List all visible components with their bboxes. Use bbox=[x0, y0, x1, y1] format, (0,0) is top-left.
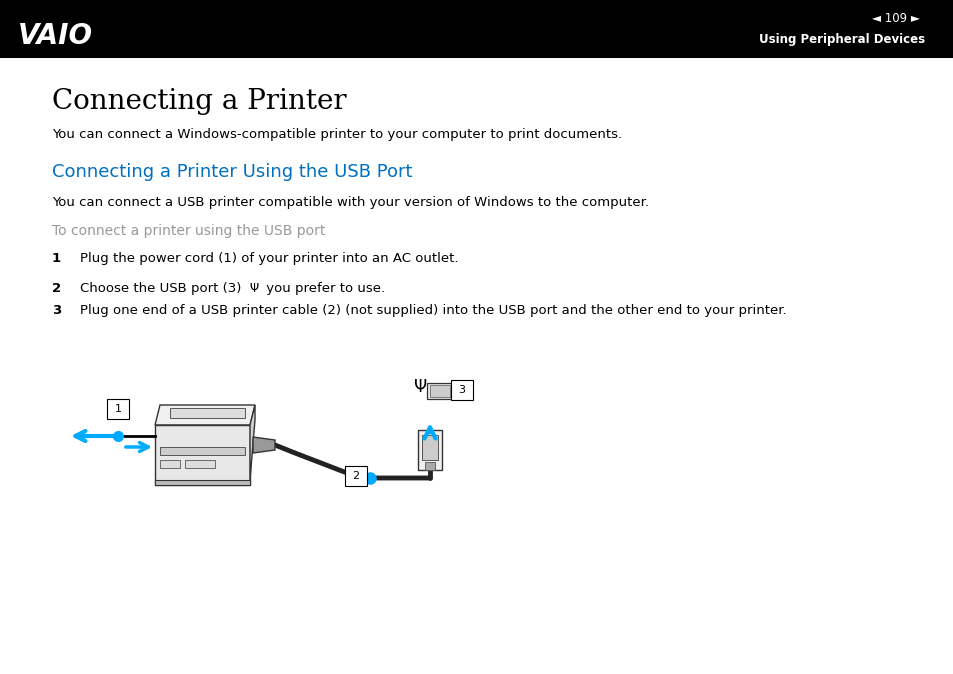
Text: 2: 2 bbox=[52, 282, 61, 295]
Bar bbox=[160, 460, 180, 468]
Text: Plug one end of a USB printer cable (2) (not supplied) into the USB port and the: Plug one end of a USB printer cable (2) … bbox=[80, 304, 786, 317]
Text: Plug the power cord (1) of your printer into an AC outlet.: Plug the power cord (1) of your printer … bbox=[80, 252, 458, 265]
Bar bbox=[421, 435, 437, 460]
Bar bbox=[160, 447, 245, 455]
FancyBboxPatch shape bbox=[451, 380, 473, 400]
Bar bbox=[170, 408, 245, 418]
Text: you prefer to use.: you prefer to use. bbox=[262, 282, 385, 295]
Polygon shape bbox=[253, 437, 274, 453]
Text: To connect a printer using the USB port: To connect a printer using the USB port bbox=[52, 224, 325, 238]
Text: VAIO: VAIO bbox=[18, 22, 93, 50]
Text: 3: 3 bbox=[52, 304, 61, 317]
Polygon shape bbox=[154, 480, 250, 485]
Bar bbox=[424, 462, 435, 470]
Bar bbox=[427, 383, 455, 399]
Bar bbox=[0, 0, 953, 58]
Text: 2: 2 bbox=[352, 471, 359, 481]
Text: Choose the USB port (3): Choose the USB port (3) bbox=[80, 282, 245, 295]
FancyBboxPatch shape bbox=[345, 466, 367, 486]
Bar bbox=[154, 425, 250, 485]
Text: Ψ: Ψ bbox=[249, 282, 258, 295]
Text: You can connect a USB printer compatible with your version of Windows to the com: You can connect a USB printer compatible… bbox=[52, 196, 648, 209]
Text: Connecting a Printer: Connecting a Printer bbox=[52, 88, 346, 115]
Text: 1: 1 bbox=[114, 404, 121, 414]
Text: 3: 3 bbox=[458, 385, 465, 395]
Bar bbox=[430, 385, 450, 397]
Text: Connecting a Printer Using the USB Port: Connecting a Printer Using the USB Port bbox=[52, 163, 412, 181]
Polygon shape bbox=[154, 405, 254, 425]
Bar bbox=[185, 460, 214, 468]
Text: Ψ: Ψ bbox=[414, 378, 427, 396]
Text: ◄ 109 ►: ◄ 109 ► bbox=[871, 11, 919, 24]
FancyBboxPatch shape bbox=[107, 399, 129, 419]
Text: 1: 1 bbox=[52, 252, 61, 265]
Text: Using Peripheral Devices: Using Peripheral Devices bbox=[758, 34, 924, 47]
Polygon shape bbox=[250, 405, 254, 480]
Text: You can connect a Windows-compatible printer to your computer to print documents: You can connect a Windows-compatible pri… bbox=[52, 128, 621, 141]
Bar bbox=[417, 430, 441, 470]
